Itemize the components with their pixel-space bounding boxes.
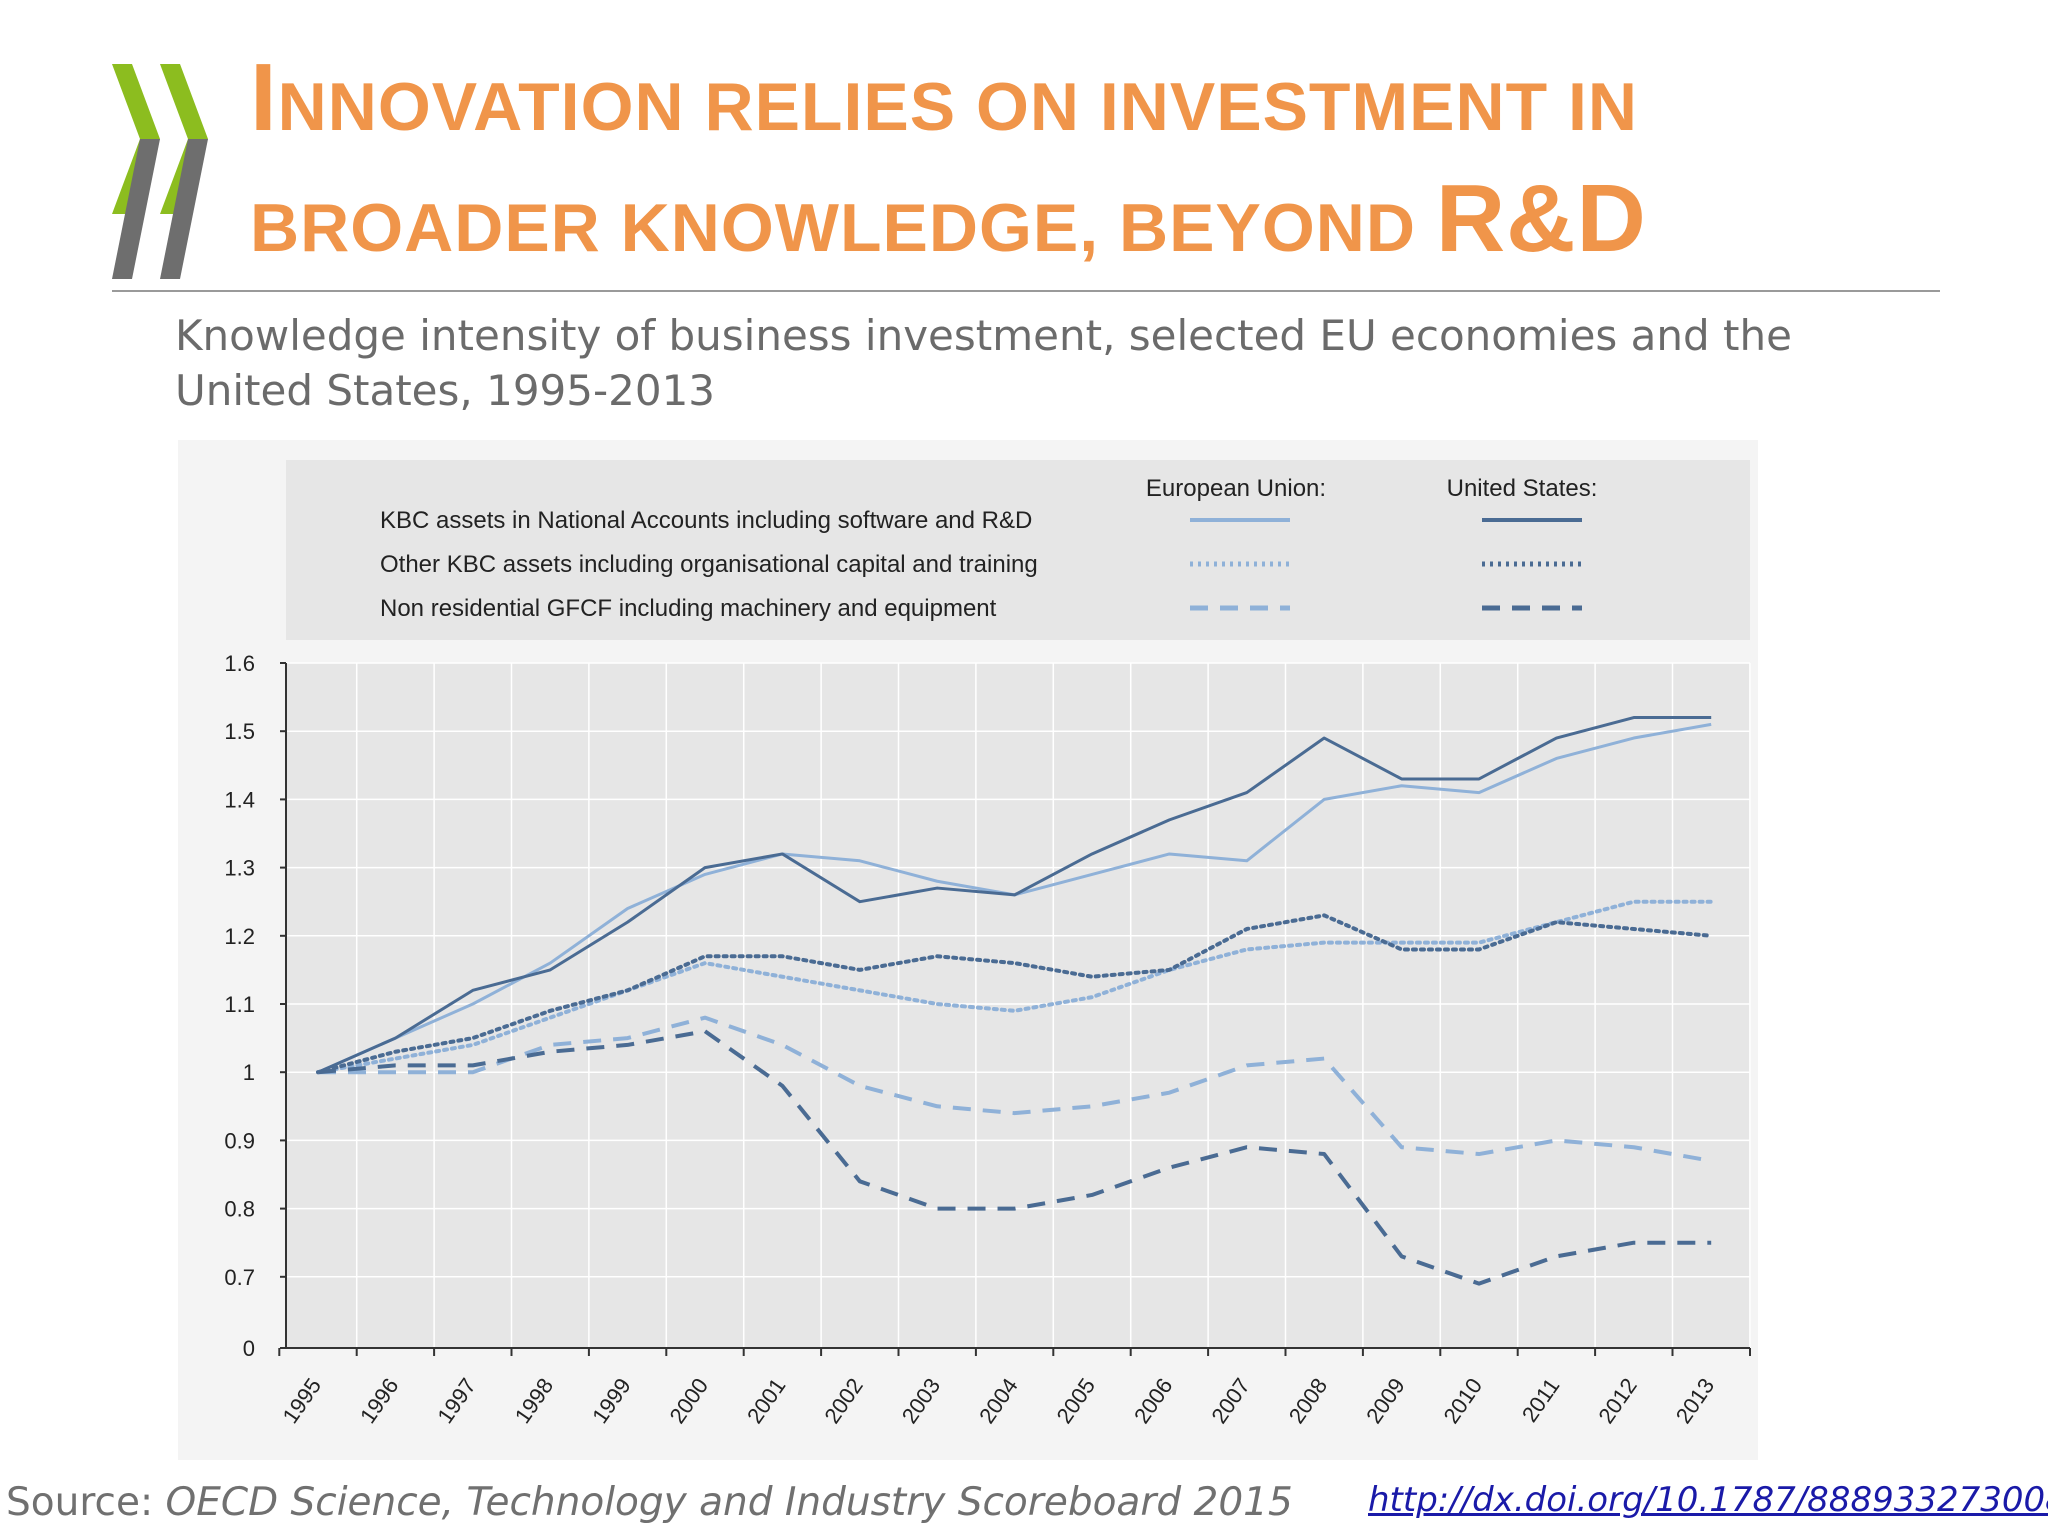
series-lines	[316, 716, 1714, 1286]
y-tick-label: 1.6	[224, 651, 255, 676]
chart-subtitle: Knowledge intensity of business investme…	[175, 311, 1792, 415]
y-tick-label: 0	[243, 1336, 255, 1361]
plot-area	[286, 663, 1750, 1348]
y-tick-labels: 0 0.7 0.8 0.9 1 1.1 1.2 1.3 1.4 1.5 1.6	[224, 651, 255, 1361]
legend-label-solid: KBC assets in National Accounts includin…	[380, 507, 1032, 534]
title-line-2: BROADER KNOWLEDGE, BEYOND R&D	[250, 165, 2010, 282]
title-line-1: INNOVATION RELIES ON INVESTMENT IN	[250, 40, 2010, 165]
y-tick-label: 1.2	[224, 924, 255, 949]
title-line-1-rest: NNOVATION RELIES ON INVESTMENT IN	[277, 69, 1638, 145]
y-tick-label: 1.5	[224, 719, 255, 744]
slide-title: INNOVATION RELIES ON INVESTMENT IN BROAD…	[250, 40, 2010, 282]
legend-header-eu: European Union:	[1146, 475, 1326, 502]
legend-box	[286, 460, 1750, 640]
y-tick-label: 0.8	[224, 1197, 255, 1222]
y-tick-label: 1.4	[224, 787, 255, 812]
title-line-1-initial: I	[250, 44, 278, 151]
y-tick-label: 1.1	[224, 992, 255, 1017]
legend-label-dotted: Other KBC assets including organisationa…	[380, 551, 1038, 578]
title-line-2-text: BROADER KNOWLEDGE, BEYOND	[250, 190, 1436, 266]
axes	[278, 662, 1751, 1356]
source-title: OECD Science, Technology and Industry Sc…	[165, 1480, 1293, 1525]
y-tick-label: 1.3	[224, 856, 255, 881]
y-tick-label: 0.7	[224, 1265, 255, 1290]
series-us-dashed	[317, 1029, 1712, 1286]
legend-label-dashed: Non residential GFCF including machinery…	[380, 595, 997, 622]
legend-rows: KBC assets in National Accounts includin…	[380, 507, 1582, 622]
logo-chevron-gray-left	[112, 139, 160, 279]
series-us-solid	[317, 716, 1712, 1074]
series-eu-dashed	[318, 1015, 1712, 1163]
series-us-dotted	[316, 913, 1714, 1075]
oecd-logo	[112, 64, 208, 279]
logo-chevron-gray-right	[160, 139, 208, 279]
y-tick-label: 0.9	[224, 1128, 255, 1153]
source-label: Source:	[6, 1480, 166, 1525]
source-link[interactable]: http://dx.doi.org/10.1787/888933273008	[1368, 1480, 2048, 1520]
title-divider	[112, 290, 1940, 292]
y-tick-label: 1	[243, 1060, 255, 1085]
series-eu-dotted	[316, 899, 1714, 1075]
line-chart: European Union: United States: KBC asset…	[178, 440, 1758, 1460]
title-line-2-emphasis: R&D	[1435, 165, 1647, 272]
source-note: Source: OECD Science, Technology and Ind…	[6, 1480, 1293, 1525]
legend-header-us: United States:	[1447, 475, 1598, 502]
